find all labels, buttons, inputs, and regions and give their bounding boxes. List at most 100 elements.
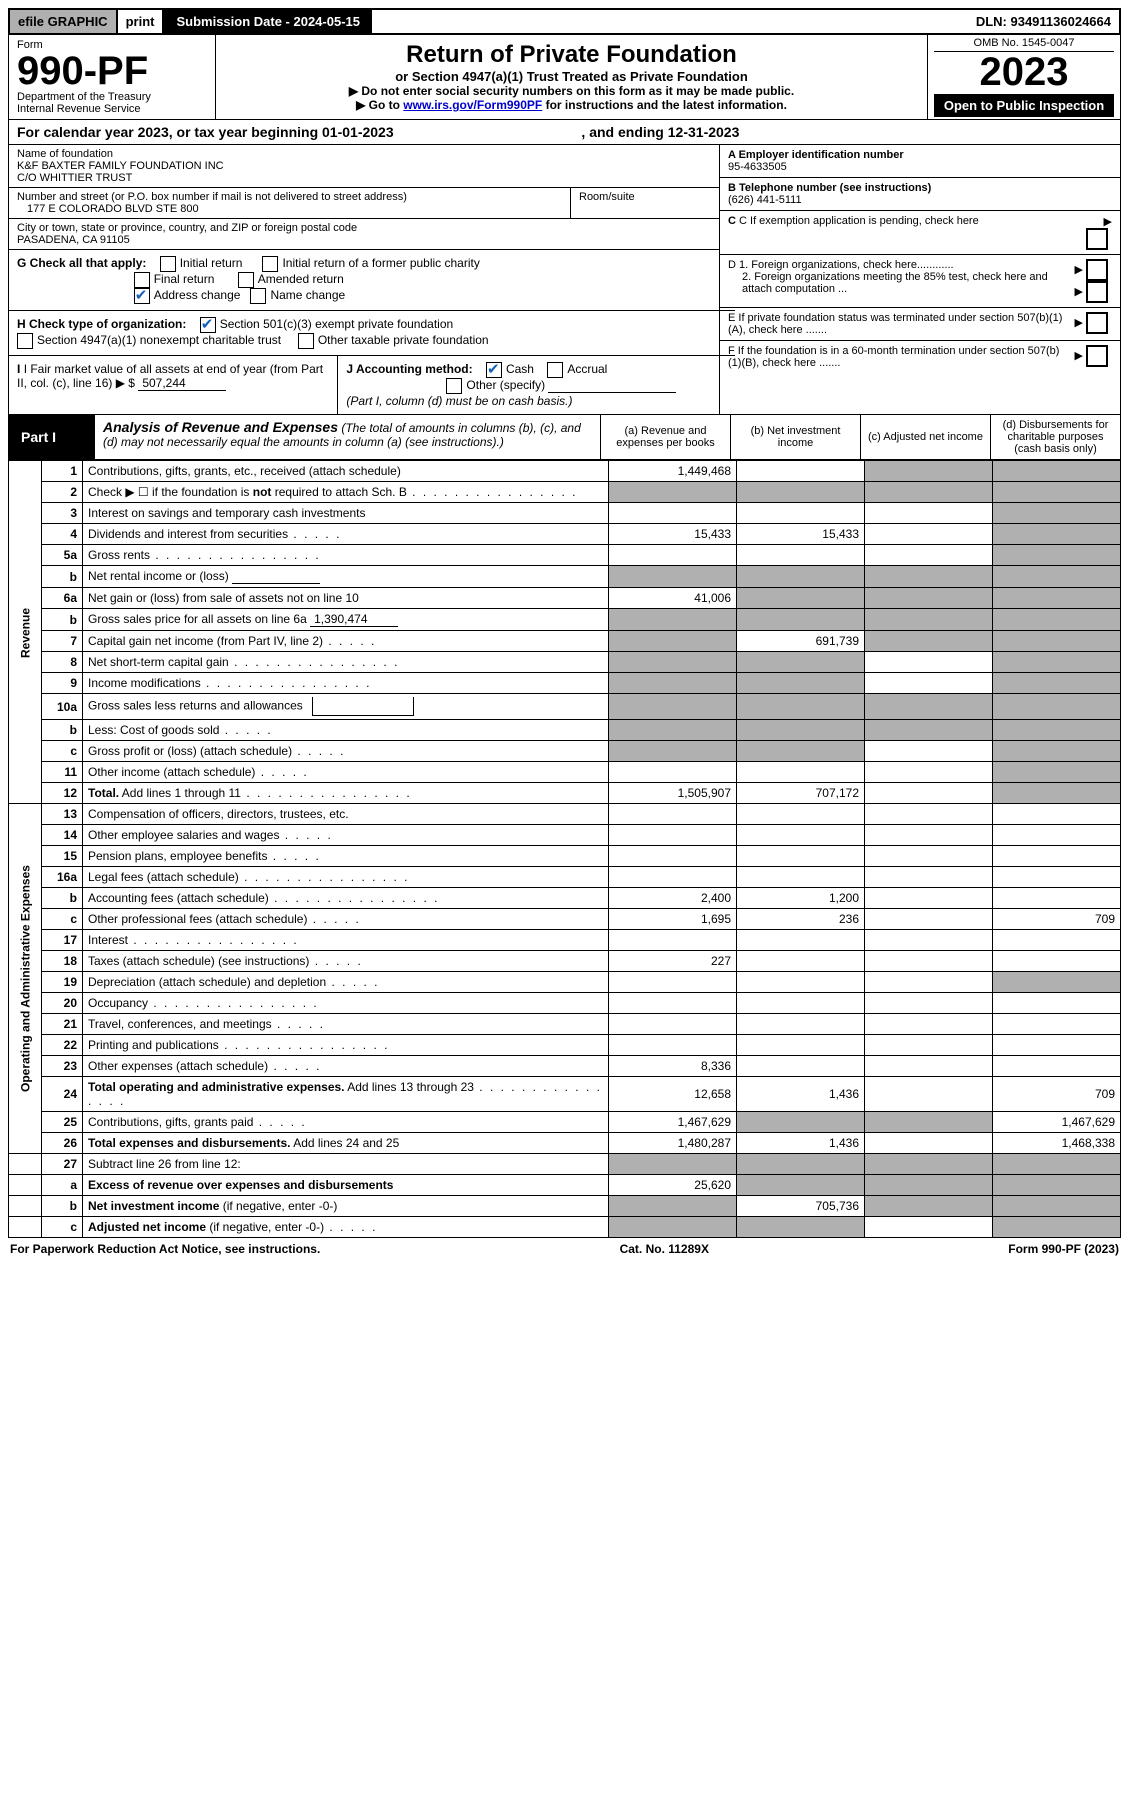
value-cell bbox=[609, 720, 737, 741]
table-row: 20Occupancy bbox=[9, 993, 1121, 1014]
value-cell bbox=[609, 631, 737, 652]
value-cell bbox=[865, 1175, 993, 1196]
chk-address-change[interactable] bbox=[134, 288, 150, 304]
value-cell bbox=[993, 1217, 1121, 1238]
chk-initial-former[interactable] bbox=[262, 256, 278, 272]
value-cell bbox=[865, 566, 993, 588]
value-cell: 1,467,629 bbox=[609, 1112, 737, 1133]
line-description: Adjusted net income (if negative, enter … bbox=[83, 1217, 609, 1238]
line-description: Gross sales less returns and allowances bbox=[83, 694, 609, 720]
table-row: 2Check ▶ ☐ if the foundation is not requ… bbox=[9, 482, 1121, 503]
print-label[interactable]: print bbox=[118, 10, 165, 33]
value-cell: 8,336 bbox=[609, 1056, 737, 1077]
line-description: Income modifications bbox=[83, 673, 609, 694]
chk-initial-return[interactable] bbox=[160, 256, 176, 272]
value-cell bbox=[993, 762, 1121, 783]
value-cell bbox=[993, 609, 1121, 631]
value-cell: 227 bbox=[609, 951, 737, 972]
value-cell bbox=[865, 631, 993, 652]
line-description: Interest bbox=[83, 930, 609, 951]
value-cell bbox=[865, 741, 993, 762]
chk-amended-return[interactable] bbox=[238, 272, 254, 288]
value-cell bbox=[865, 694, 993, 720]
value-cell bbox=[609, 503, 737, 524]
form-subtitle: or Section 4947(a)(1) Trust Treated as P… bbox=[226, 69, 917, 84]
line-description: Total expenses and disbursements. Add li… bbox=[83, 1133, 609, 1154]
value-cell bbox=[865, 1196, 993, 1217]
form-instructions-link[interactable]: www.irs.gov/Form990PF bbox=[403, 98, 542, 112]
value-cell bbox=[993, 972, 1121, 993]
sidelabel-revenue: Revenue bbox=[9, 461, 42, 804]
value-cell: 15,433 bbox=[737, 524, 865, 545]
sidelabel-expenses: Operating and Administrative Expenses bbox=[9, 804, 42, 1154]
value-cell bbox=[737, 503, 865, 524]
line-description: Total operating and administrative expen… bbox=[83, 1077, 609, 1112]
col-b-head: (b) Net investment income bbox=[731, 415, 861, 459]
line-number: b bbox=[42, 609, 83, 631]
value-cell bbox=[737, 993, 865, 1014]
sidelabel-blank bbox=[9, 1175, 42, 1196]
chk-other-taxable[interactable] bbox=[298, 333, 314, 349]
value-cell bbox=[993, 461, 1121, 482]
value-cell bbox=[993, 741, 1121, 762]
table-row: aExcess of revenue over expenses and dis… bbox=[9, 1175, 1121, 1196]
chk-foreign-85[interactable] bbox=[1086, 281, 1108, 303]
value-cell bbox=[737, 1217, 865, 1238]
value-cell bbox=[737, 1014, 865, 1035]
dept-label: Department of the Treasury bbox=[17, 91, 207, 103]
form-number: 990-PF bbox=[17, 51, 207, 91]
col-a-head: (a) Revenue and expenses per books bbox=[601, 415, 731, 459]
value-cell bbox=[609, 482, 737, 503]
chk-foreign-org[interactable] bbox=[1086, 259, 1108, 281]
chk-501c3[interactable] bbox=[200, 317, 216, 333]
address-block: Number and street (or P.O. box number if… bbox=[9, 188, 719, 219]
line-description: Check ▶ ☐ if the foundation is not requi… bbox=[83, 482, 609, 503]
value-cell: 691,739 bbox=[737, 631, 865, 652]
line-description: Printing and publications bbox=[83, 1035, 609, 1056]
e-terminated-block: E If private foundation status was termi… bbox=[720, 308, 1120, 341]
chk-4947[interactable] bbox=[17, 333, 33, 349]
value-cell bbox=[609, 673, 737, 694]
value-cell bbox=[609, 846, 737, 867]
value-cell bbox=[993, 1154, 1121, 1175]
line-number: c bbox=[42, 741, 83, 762]
chk-60-month[interactable] bbox=[1086, 345, 1108, 367]
value-cell bbox=[609, 741, 737, 762]
table-row: 25Contributions, gifts, grants paid1,467… bbox=[9, 1112, 1121, 1133]
value-cell bbox=[609, 930, 737, 951]
fmv-value: 507,244 bbox=[138, 376, 226, 391]
line-number: 18 bbox=[42, 951, 83, 972]
chk-other-method[interactable] bbox=[446, 378, 462, 394]
value-cell bbox=[865, 909, 993, 930]
sidelabel-blank bbox=[9, 1217, 42, 1238]
chk-exemption-pending[interactable] bbox=[1086, 228, 1108, 250]
value-cell bbox=[993, 545, 1121, 566]
chk-name-change[interactable] bbox=[250, 288, 266, 304]
value-cell bbox=[609, 804, 737, 825]
chk-status-terminated[interactable] bbox=[1086, 312, 1108, 334]
value-cell bbox=[865, 930, 993, 951]
foundation-name-block: Name of foundation K&F BAXTER FAMILY FOU… bbox=[9, 145, 719, 188]
value-cell bbox=[993, 846, 1121, 867]
value-cell bbox=[993, 631, 1121, 652]
line-number: 6a bbox=[42, 588, 83, 609]
value-cell bbox=[993, 524, 1121, 545]
table-row: 17Interest bbox=[9, 930, 1121, 951]
footer-cat: Cat. No. 11289X bbox=[620, 1242, 709, 1256]
dln-label: DLN: 93491136024664 bbox=[968, 10, 1119, 33]
value-cell bbox=[993, 588, 1121, 609]
value-cell bbox=[993, 1196, 1121, 1217]
sidelabel-blank bbox=[9, 1196, 42, 1217]
part1-table: Revenue1Contributions, gifts, grants, et… bbox=[8, 460, 1121, 1238]
line-description: Contributions, gifts, grants paid bbox=[83, 1112, 609, 1133]
table-row: 22Printing and publications bbox=[9, 1035, 1121, 1056]
chk-accrual[interactable] bbox=[547, 362, 563, 378]
value-cell bbox=[737, 762, 865, 783]
chk-cash[interactable] bbox=[486, 362, 502, 378]
ein-block: A Employer identification number 95-4633… bbox=[720, 145, 1120, 178]
line-description: Compensation of officers, directors, tru… bbox=[83, 804, 609, 825]
value-cell: 705,736 bbox=[737, 1196, 865, 1217]
value-cell bbox=[737, 1154, 865, 1175]
line-number: 25 bbox=[42, 1112, 83, 1133]
value-cell bbox=[993, 503, 1121, 524]
